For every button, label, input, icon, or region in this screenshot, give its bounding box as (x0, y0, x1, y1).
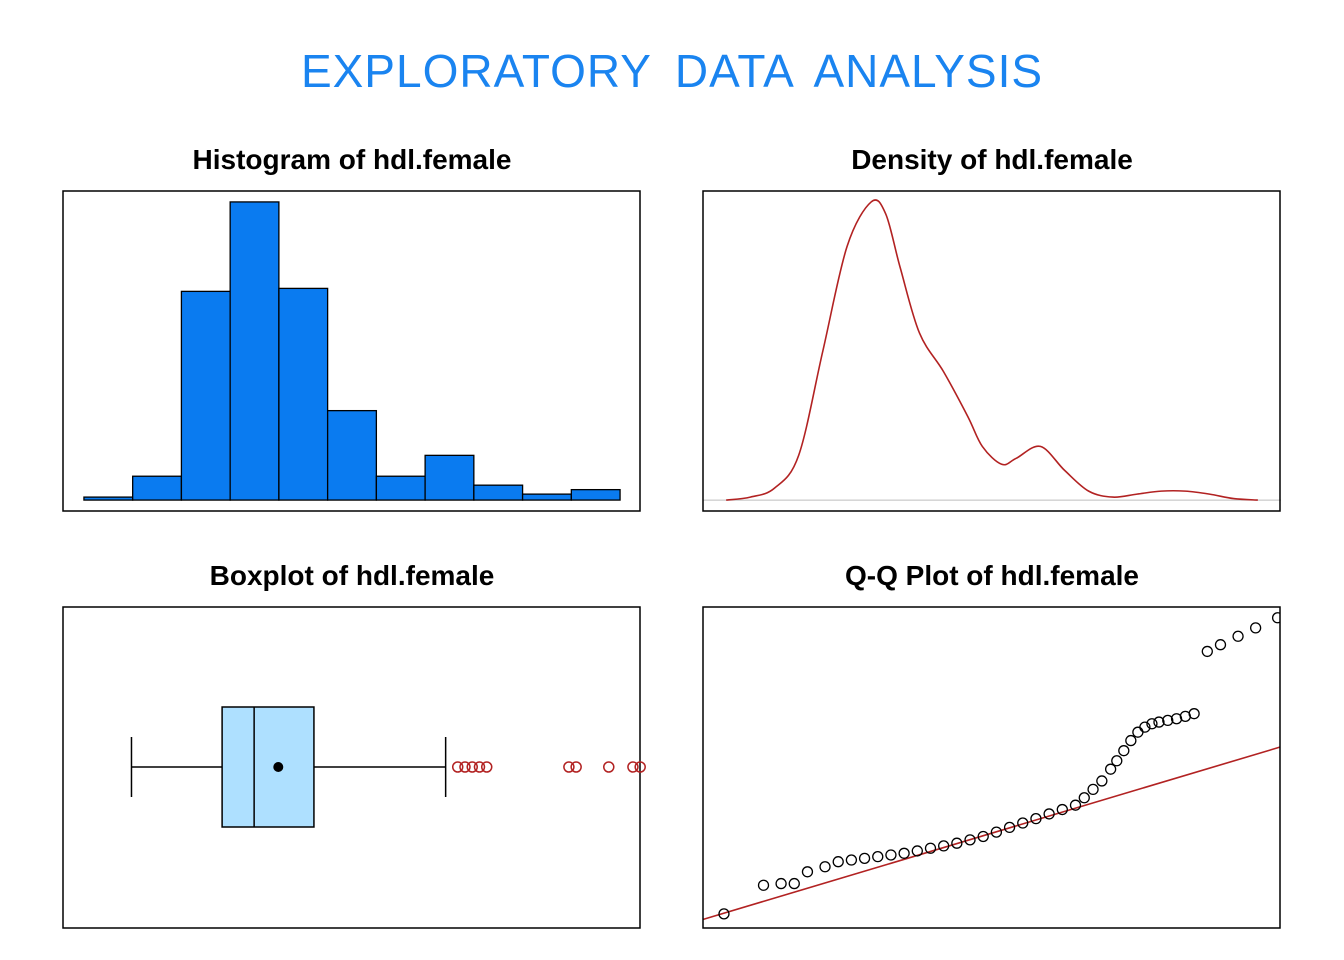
qq-point (1125, 734, 1137, 747)
qq-point (1078, 792, 1090, 804)
histogram-bar (570, 488, 621, 501)
qq-point (1132, 726, 1144, 738)
qq-point (757, 879, 770, 891)
qq-point (911, 845, 923, 857)
qq-point (1087, 783, 1099, 796)
histogram-bar (424, 454, 475, 501)
qq-point (1188, 708, 1200, 720)
boxplot-outlier (451, 761, 464, 773)
qq-point (858, 852, 871, 864)
qq-point (1096, 775, 1108, 787)
histogram-bar (375, 475, 426, 501)
histogram-bar (326, 409, 378, 501)
qq-point (924, 842, 937, 854)
boxplot-chart (62, 606, 646, 929)
qq-chart (702, 606, 1281, 929)
qq-point (1153, 716, 1165, 728)
histogram-bar (229, 201, 280, 501)
density-curve (726, 199, 1258, 501)
boxplot-mean-point (273, 762, 284, 772)
boxplot-outlier (480, 761, 493, 773)
qq-point (964, 834, 976, 846)
boxplot-frame (62, 606, 641, 929)
boxplot-title: Boxplot of hdl.female (209, 560, 495, 591)
qq-point (1003, 821, 1016, 834)
boxplot-outlier (570, 761, 582, 773)
boxplot-outlier (459, 761, 471, 773)
qq-point (1017, 817, 1029, 829)
qq-point (1111, 755, 1123, 767)
histogram-title: Histogram of hdl.female (192, 144, 512, 175)
qq-point (1139, 721, 1151, 733)
histogram-frame (62, 190, 641, 512)
qq-point (1162, 714, 1174, 727)
qq-point (1201, 645, 1213, 658)
page-title: EXPLORATORY DATA ANALYSIS (300, 45, 1044, 97)
qq-point (775, 877, 787, 890)
histogram-bar (180, 290, 231, 501)
qq-point (801, 866, 814, 878)
qq-frame (702, 606, 1281, 929)
boxplot-box (221, 706, 315, 828)
boxplot-outlier (627, 761, 639, 773)
boxplot-outlier (563, 761, 575, 773)
boxplot-outlier (466, 761, 478, 773)
density-title: Density of hdl.female (851, 144, 1133, 175)
histogram-bar (83, 496, 134, 501)
qq-point (1030, 812, 1042, 825)
qq-point (1271, 612, 1280, 624)
qq-point (788, 877, 800, 890)
boxplot-outlier (634, 761, 646, 773)
qq-point (819, 861, 831, 873)
histogram-bar (473, 484, 524, 501)
histogram-bar (278, 287, 329, 501)
qq-point (872, 851, 884, 863)
qq-point (832, 856, 844, 868)
qq-point (845, 854, 858, 866)
qq-point (1043, 808, 1055, 820)
qq-point (1214, 639, 1227, 651)
qq-point (1118, 745, 1130, 757)
qq-point (1232, 630, 1244, 642)
boxplot-outlier (603, 761, 615, 773)
qq-point (898, 847, 910, 859)
qq-title: Q-Q Plot of hdl.female (844, 560, 1139, 591)
qq-point (990, 826, 1003, 838)
qq-point (938, 840, 950, 852)
density-frame (702, 190, 1281, 512)
boxplot-outlier (473, 761, 486, 773)
qq-point (951, 837, 963, 849)
histogram-chart (62, 190, 641, 512)
qq-point (1249, 622, 1262, 634)
qq-point (1056, 803, 1068, 816)
qq-point (1104, 763, 1117, 775)
histogram-bar (132, 475, 183, 501)
qq-point (718, 908, 730, 920)
density-chart (702, 190, 1281, 512)
qq-point (977, 830, 989, 843)
qq-point (885, 849, 897, 861)
histogram-bar (521, 493, 572, 501)
qq-point (1146, 718, 1158, 730)
qq-point (1069, 799, 1082, 811)
